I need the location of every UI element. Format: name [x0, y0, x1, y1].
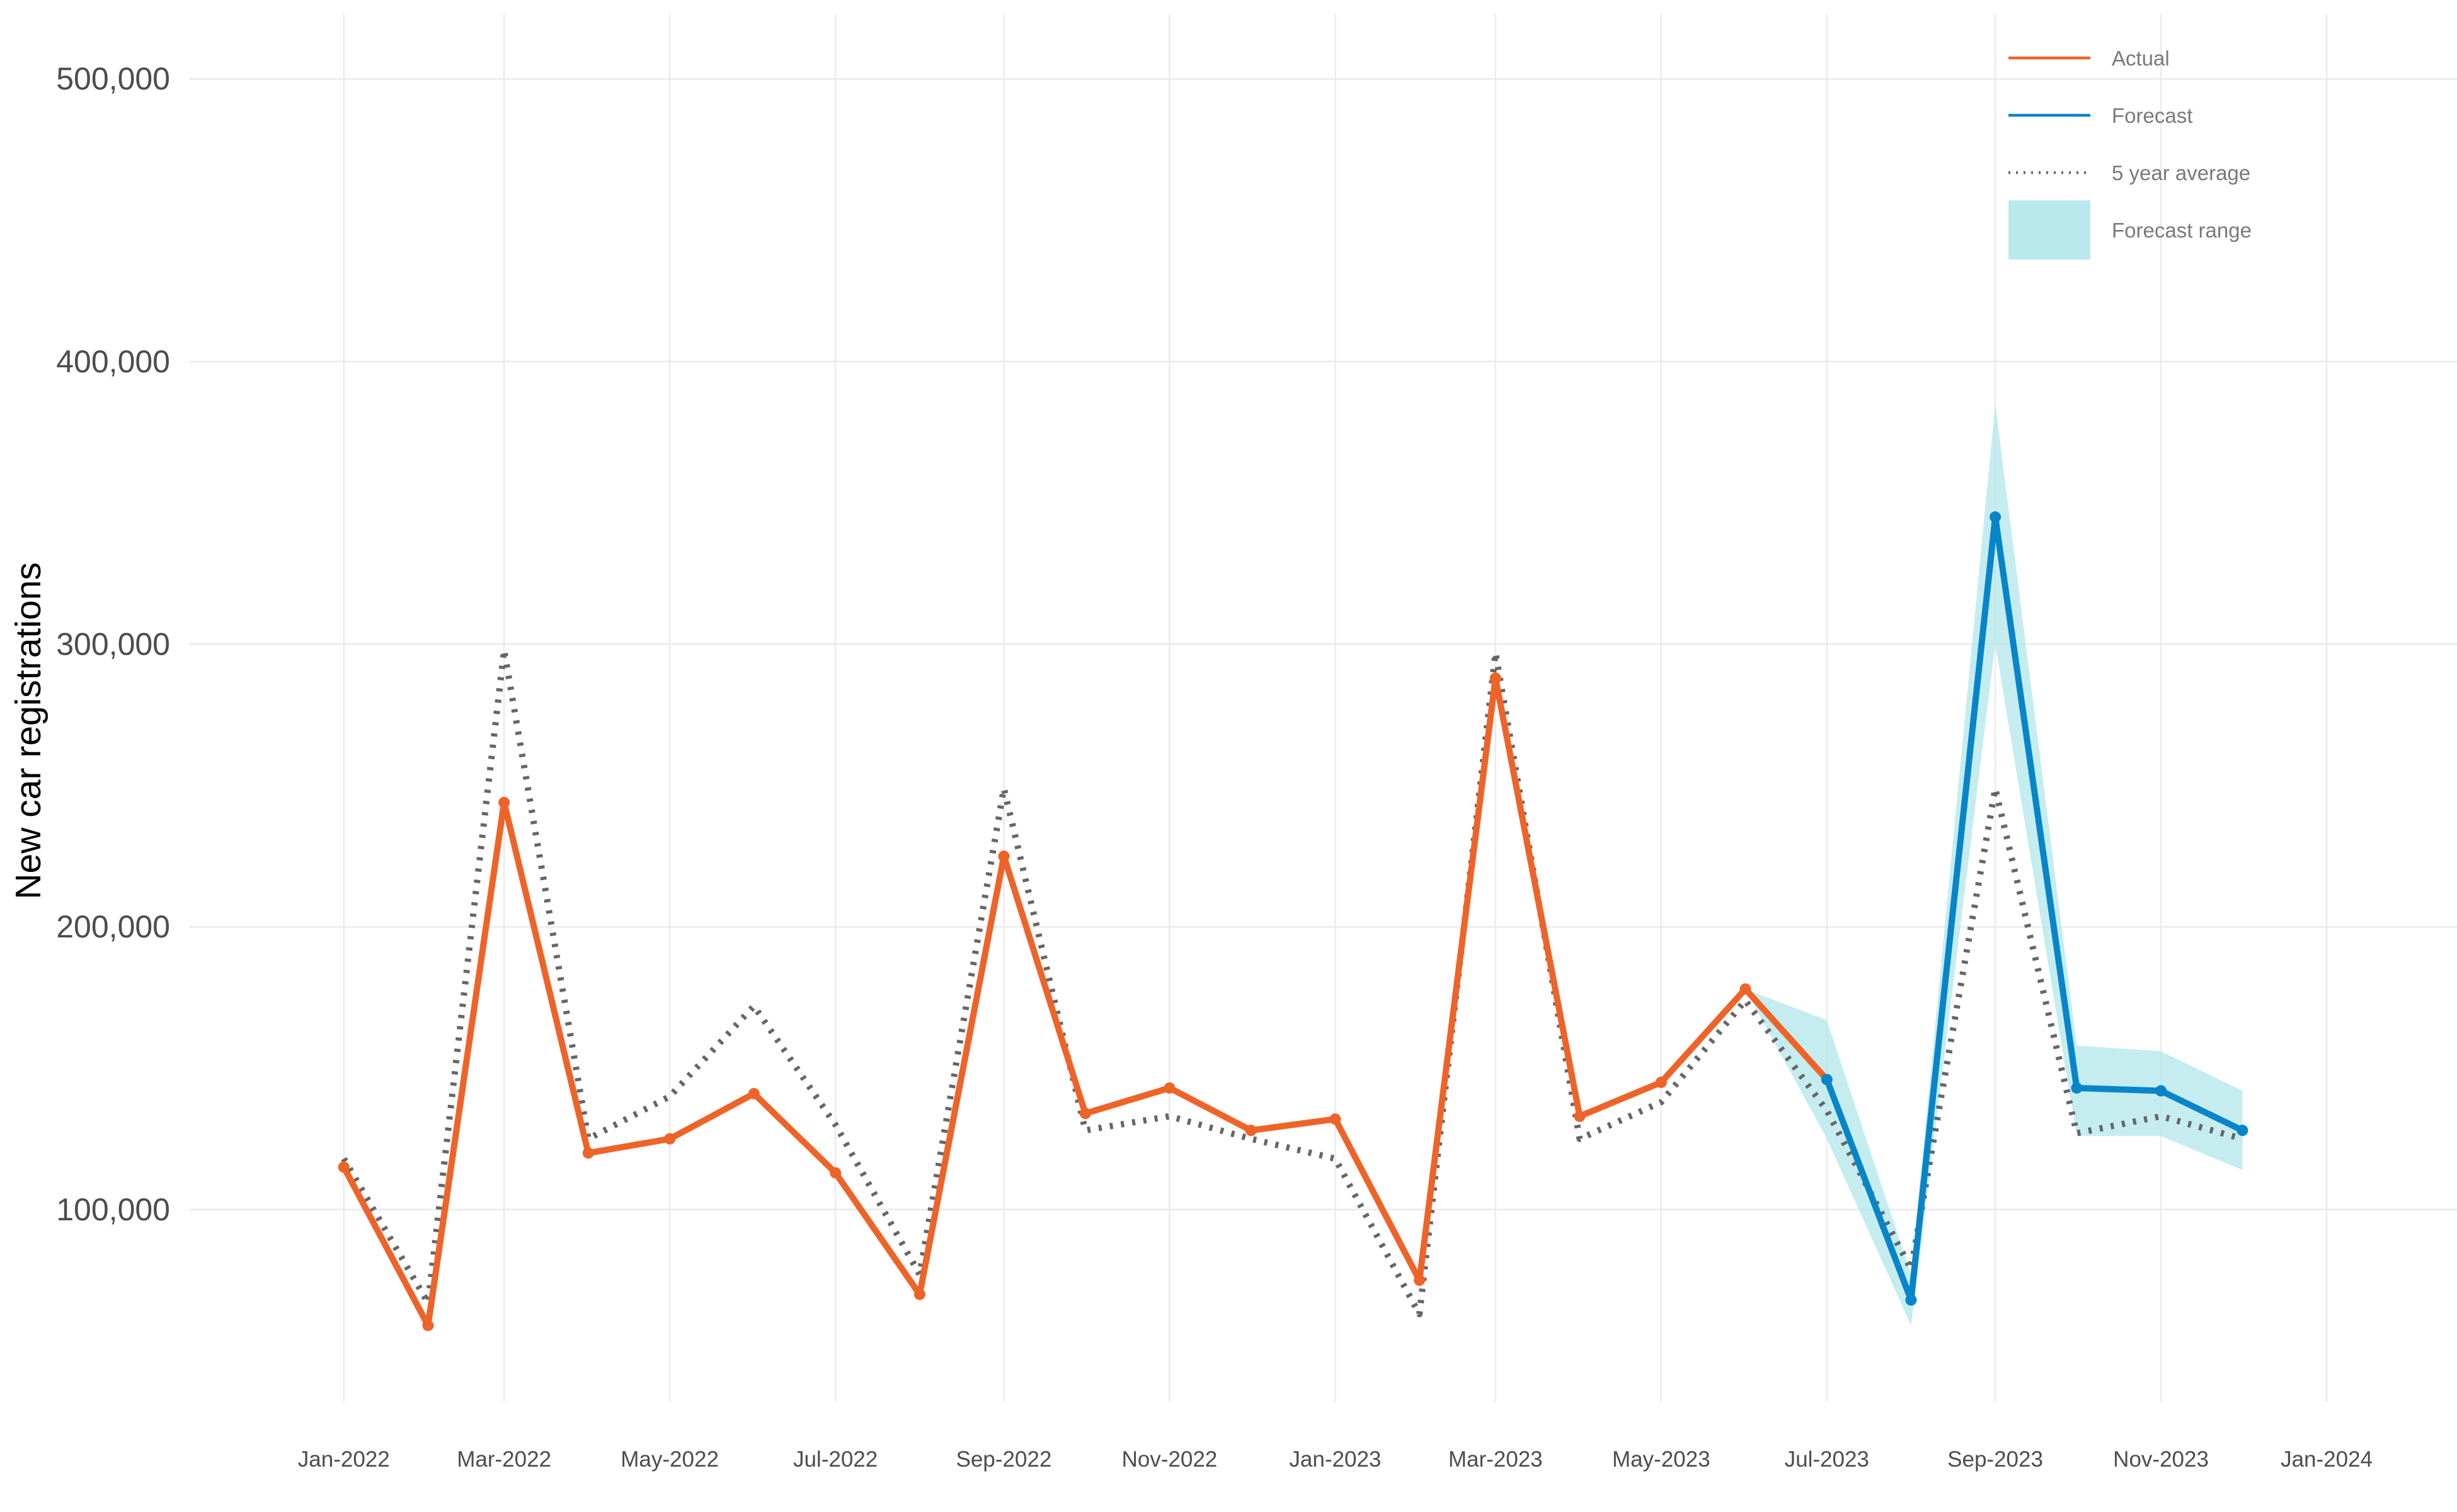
point-actual: [1414, 1274, 1426, 1286]
point-forecast: [1905, 1294, 1917, 1306]
point-forecast: [2236, 1125, 2248, 1137]
x-tick-label: Nov-2022: [1122, 1447, 1218, 1472]
y-tick-label: 200,000: [56, 909, 170, 944]
legend-label-forecast-range: Forecast range: [2112, 219, 2252, 242]
point-actual: [1655, 1076, 1667, 1088]
line-5-year-average: [341, 646, 2243, 1317]
point-actual: [1079, 1108, 1091, 1120]
x-tick-label: May-2022: [621, 1447, 719, 1472]
x-tick-label: May-2023: [1612, 1447, 1710, 1472]
x-tick-label: Nov-2023: [2113, 1447, 2209, 1472]
point-actual: [830, 1167, 842, 1179]
y-axis-title: New car registrations: [8, 562, 49, 899]
y-tick-label: 100,000: [56, 1192, 170, 1227]
legend: Actual Forecast 5 year average Forecast ran…: [2008, 47, 2252, 260]
x-tick-label: Jan-2022: [298, 1447, 390, 1472]
point-actual: [1489, 672, 1501, 684]
line-forecast: [1823, 513, 2246, 1303]
point-actual: [914, 1288, 925, 1300]
legend-label-5-year-average: 5 year average: [2112, 161, 2250, 185]
grid-lines: [189, 14, 2457, 1402]
point-forecast: [1821, 1074, 1833, 1085]
point-actual: [1164, 1082, 1176, 1094]
legend-label-forecast: Forecast: [2112, 104, 2192, 127]
x-tick-label: Jul-2022: [793, 1447, 878, 1472]
point-actual: [664, 1133, 676, 1145]
x-tick-label: Sep-2023: [1947, 1447, 2043, 1472]
x-tick-label: Mar-2022: [457, 1447, 551, 1472]
forecast-range-band: [1745, 404, 2243, 1326]
x-tick-label: Mar-2023: [1448, 1447, 1543, 1472]
point-actual: [1245, 1125, 1257, 1137]
y-axis-ticks: 100,000 200,000 300,000 400,000 500,000: [56, 61, 170, 1227]
x-axis-ticks: Jan-2022 Mar-2022 May-2022 Jul-2022 Sep-2022…: [298, 1447, 2373, 1472]
x-tick-label: Sep-2022: [956, 1447, 1052, 1472]
y-tick-label: 300,000: [56, 627, 170, 662]
point-actual: [582, 1147, 594, 1159]
y-tick-label: 500,000: [56, 61, 170, 96]
x-tick-label: Jan-2023: [1289, 1447, 1381, 1472]
point-actual: [1329, 1113, 1341, 1125]
point-forecast: [1990, 511, 2002, 523]
point-actual: [1739, 983, 1751, 995]
point-actual: [998, 850, 1010, 862]
point-actual: [748, 1087, 760, 1099]
legend-key-forecast-range: [2008, 200, 2090, 260]
band-forecast-range: [1745, 404, 2243, 1326]
x-tick-label: Jul-2023: [1785, 1447, 1869, 1472]
y-tick-label: 400,000: [56, 344, 170, 379]
point-actual: [338, 1161, 350, 1173]
point-actual: [422, 1319, 434, 1331]
point-actual: [498, 796, 510, 808]
legend-label-actual: Actual: [2112, 47, 2170, 70]
series-points: [338, 511, 2248, 1331]
point-forecast: [2155, 1085, 2167, 1097]
point-forecast: [2071, 1082, 2083, 1094]
x-tick-label: Jan-2024: [2281, 1447, 2373, 1472]
point-actual: [1574, 1110, 1586, 1122]
